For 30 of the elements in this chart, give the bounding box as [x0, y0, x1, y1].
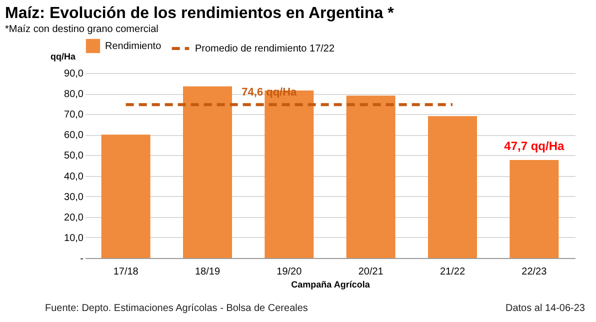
y-tick-label: 30,0 [64, 192, 84, 203]
data-label: 47,7 qq/Ha [504, 138, 564, 153]
bar [346, 96, 396, 258]
x-tick-label: 22/23 [522, 266, 548, 278]
x-tick-label: 18/19 [194, 266, 220, 278]
x-tick-label: 19/20 [276, 266, 302, 278]
y-tick-label: 70,0 [64, 110, 84, 121]
x-tick-label: 17/18 [113, 266, 139, 278]
text: Datos al 14-06-23 [506, 303, 586, 314]
y-axis-title: qq/Ha [50, 52, 76, 62]
y-tick-label: 60,0 [64, 130, 84, 142]
legend-label: Rendimiento [105, 41, 162, 52]
y-tick-label: 90,0 [64, 68, 84, 80]
y-tick-label: 40,0 [64, 171, 84, 182]
chart-title: Maíz: Evolución de los rendimientos en Argentina * [5, 5, 395, 22]
source-note: Fuente: Depto. Estimaciones Agrícolas - Bolsa de Cereales [45, 303, 308, 314]
bar [101, 134, 150, 258]
legend-label: Promedio de rendimiento 17/22 [195, 44, 335, 54]
y-tick-label: 50,0 [64, 150, 84, 162]
y-tick-label: 20,0 [64, 212, 84, 224]
chart-subtitle: *Maíz con destino grano comercial [5, 24, 158, 35]
y-tick-label: 10,0 [64, 232, 84, 244]
y-tick-label: 80,0 [64, 89, 84, 100]
x-axis-title: Campaña Agrícola [291, 280, 371, 290]
x-tick-label: 21/22 [440, 266, 466, 278]
bar [510, 160, 559, 258]
y-tick-label: - [80, 254, 84, 264]
bar [428, 116, 477, 258]
bar [183, 86, 232, 258]
x-tick-label: 20/21 [358, 266, 384, 278]
